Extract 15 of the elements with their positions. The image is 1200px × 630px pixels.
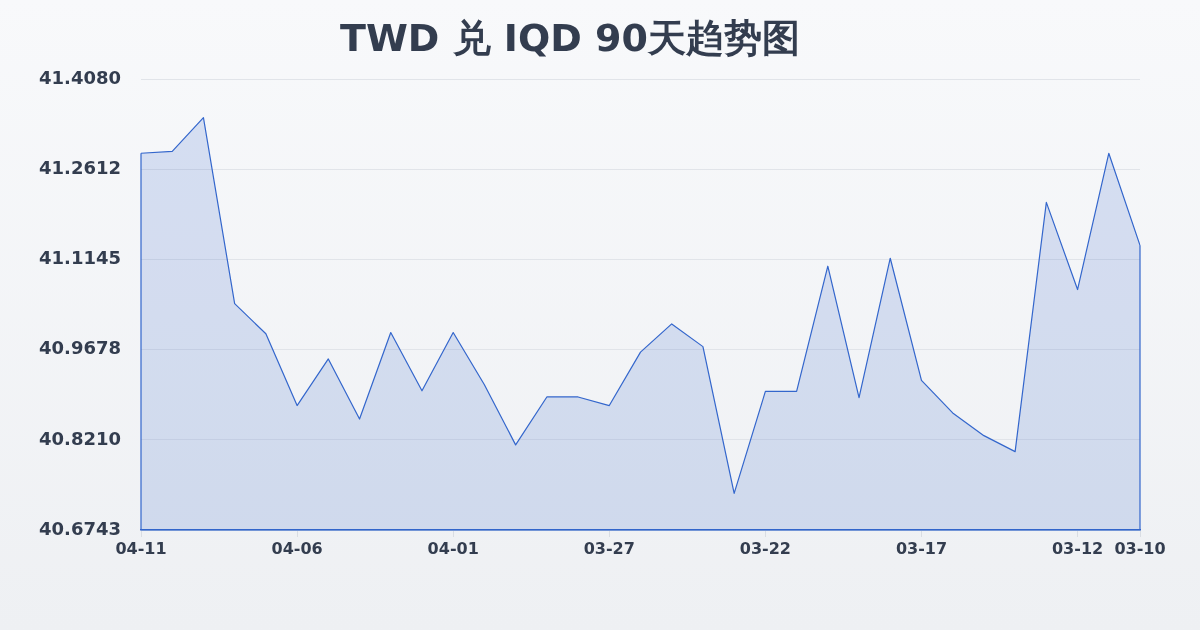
y-tick-label: 41.1145 [39, 247, 121, 269]
x-tick-label: 04-01 [427, 538, 479, 558]
x-tick-label: 03-27 [583, 538, 635, 558]
y-tick-label: 40.9678 [39, 337, 121, 359]
y-tick-label: 41.2612 [39, 157, 121, 179]
x-tick-label: 04-11 [115, 538, 167, 558]
x-tick-label: 03-17 [895, 538, 948, 558]
y-tick-label: 41.4080 [39, 67, 121, 89]
x-tick-label: 03-12 [1051, 538, 1104, 558]
y-tick-label: 40.6743 [39, 517, 121, 539]
x-tick-label: 03-10 [1114, 538, 1166, 558]
chart-title: TWD 兑 IQD 90天趋势图 [340, 15, 800, 60]
x-tick-label: 04-06 [271, 538, 323, 558]
x-tick-label: 03-22 [739, 538, 791, 558]
y-tick-label: 40.8210 [39, 427, 121, 449]
